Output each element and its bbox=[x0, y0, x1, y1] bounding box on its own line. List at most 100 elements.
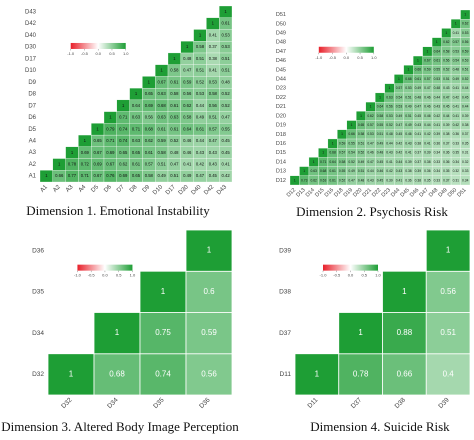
cell-label: 0.44 bbox=[462, 86, 469, 90]
cell-label: 0.38 bbox=[443, 132, 450, 136]
cell-label: 0.56 bbox=[440, 287, 456, 296]
cell-label: 0.69 bbox=[119, 173, 128, 178]
cell-label: 0.44 bbox=[367, 169, 374, 173]
cell-label: 0.67 bbox=[93, 173, 102, 178]
cell bbox=[185, 353, 233, 396]
cell-label: 1 bbox=[199, 32, 202, 37]
cell-label: 0.44 bbox=[196, 103, 205, 108]
color-bar bbox=[77, 264, 133, 271]
cell-label: 0.42 bbox=[453, 123, 460, 127]
y-axis-label: D23 bbox=[276, 86, 286, 92]
y-axis-label: D17 bbox=[25, 56, 37, 62]
y-axis-label: D38 bbox=[279, 289, 291, 296]
cell-label: 0.56 bbox=[443, 59, 450, 63]
cell-label: 1 bbox=[360, 114, 362, 118]
cell-label: 0.63 bbox=[386, 95, 393, 99]
y-axis-label: D30 bbox=[25, 45, 37, 51]
cell-label: 0.63 bbox=[132, 138, 141, 143]
cell-label: 1 bbox=[446, 246, 451, 255]
cell-label: 0.49 bbox=[405, 123, 412, 127]
cell-label: 0.43 bbox=[434, 105, 441, 109]
cell-label: 0.38 bbox=[415, 178, 422, 182]
cell-label: 1 bbox=[212, 21, 215, 26]
cell-label: 0.46 bbox=[377, 169, 384, 173]
x-axis-label: D37 bbox=[350, 396, 364, 410]
cell-label: 1 bbox=[109, 115, 112, 120]
cell-label: 0.36 bbox=[405, 178, 412, 182]
cell-label: 0.66 bbox=[415, 68, 422, 72]
y-axis-label: D37 bbox=[279, 330, 291, 337]
cell-label: 0.79 bbox=[106, 126, 115, 131]
cell bbox=[47, 353, 95, 396]
cell-label: 0.39 bbox=[434, 132, 441, 136]
cell-label: 0.41 bbox=[396, 178, 403, 182]
cell bbox=[139, 353, 187, 396]
cell-label: 0.62 bbox=[367, 114, 374, 118]
cell-label: 0.35 bbox=[453, 151, 460, 155]
cell-label: 0.52 bbox=[221, 91, 230, 96]
cell-label: 1 bbox=[294, 178, 296, 182]
cell-label: 0.34 bbox=[453, 160, 460, 164]
cell-label: 0.41 bbox=[386, 160, 393, 164]
x-axis-label: D9 bbox=[142, 184, 152, 194]
cell-label: 1 bbox=[96, 126, 99, 131]
cell bbox=[338, 353, 383, 396]
cell-label: 0.43 bbox=[367, 178, 374, 182]
cell-label: 0.49 bbox=[358, 160, 365, 164]
y-axis-label: D45 bbox=[276, 67, 286, 73]
cell-label: 0.35 bbox=[462, 141, 469, 145]
cell bbox=[185, 312, 233, 355]
cell-label: 0.47 bbox=[196, 173, 205, 178]
cell-label: 0.44 bbox=[396, 160, 403, 164]
cell-label: 0.63 bbox=[170, 115, 179, 120]
color-bar-tick-label: 0.0 bbox=[348, 273, 354, 278]
cell-label: 1 bbox=[173, 56, 176, 61]
y-axis-label: D12 bbox=[276, 178, 286, 184]
y-axis-label: D42 bbox=[25, 21, 37, 27]
cell-label: 0.49 bbox=[196, 115, 205, 120]
cell-label: 0.41 bbox=[415, 132, 422, 136]
cell-label: 0.74 bbox=[119, 138, 128, 143]
x-axis-label: D47 bbox=[418, 187, 429, 198]
y-axis-label: A3 bbox=[29, 150, 37, 156]
cell-label: 0.61 bbox=[434, 59, 441, 63]
x-axis-label: D36 bbox=[198, 396, 212, 410]
cell-label: 0.53 bbox=[462, 31, 469, 35]
cell-label: 1 bbox=[84, 138, 87, 143]
cell-label: 1 bbox=[341, 132, 343, 136]
cell-label: 0.38 bbox=[415, 141, 422, 145]
y-axis-label: D11 bbox=[280, 371, 292, 378]
cell-label: 0.39 bbox=[415, 169, 422, 173]
cell-label: 0.52 bbox=[170, 138, 179, 143]
x-axis-label: D42 bbox=[203, 184, 215, 196]
cell-label: 0.41 bbox=[209, 68, 218, 73]
cell-label: 0.51 bbox=[405, 95, 412, 99]
color-bar-tick-label: -0.5 bbox=[81, 51, 89, 56]
cell-label: 0.58 bbox=[443, 49, 450, 53]
color-bar bbox=[318, 46, 374, 53]
cell-label: 0.37 bbox=[443, 178, 450, 182]
cell-label: 0.68 bbox=[405, 77, 412, 81]
cell-label: 0.37 bbox=[443, 141, 450, 145]
cell-label: 0.52 bbox=[196, 79, 205, 84]
cell-label: 1 bbox=[351, 123, 353, 127]
cell-label: 0.44 bbox=[462, 105, 469, 109]
x-axis-label: D19 bbox=[343, 187, 354, 198]
cell-label: 0.63 bbox=[132, 115, 141, 120]
cell-label: 0.58 bbox=[196, 44, 205, 49]
cell-label: 0.49 bbox=[377, 141, 384, 145]
cell-label: 0.41 bbox=[453, 86, 460, 90]
cell-label: 0.51 bbox=[440, 328, 456, 337]
cell-label: 0.53 bbox=[434, 77, 441, 81]
cell-label: 0.57 bbox=[424, 77, 431, 81]
cell bbox=[338, 312, 383, 355]
cell-label: 0.53 bbox=[386, 114, 393, 118]
color-bar-tick-label: 0.5 bbox=[357, 55, 363, 60]
cell-label: 0.41 bbox=[221, 162, 230, 167]
cell-label: 0.43 bbox=[415, 123, 422, 127]
cell-label: 0.71 bbox=[320, 160, 327, 164]
cell-label: 0.37 bbox=[462, 132, 469, 136]
x-axis-label: D30 bbox=[178, 184, 190, 196]
y-axis-label: D48 bbox=[276, 40, 286, 46]
cell-label: 0.69 bbox=[145, 103, 154, 108]
